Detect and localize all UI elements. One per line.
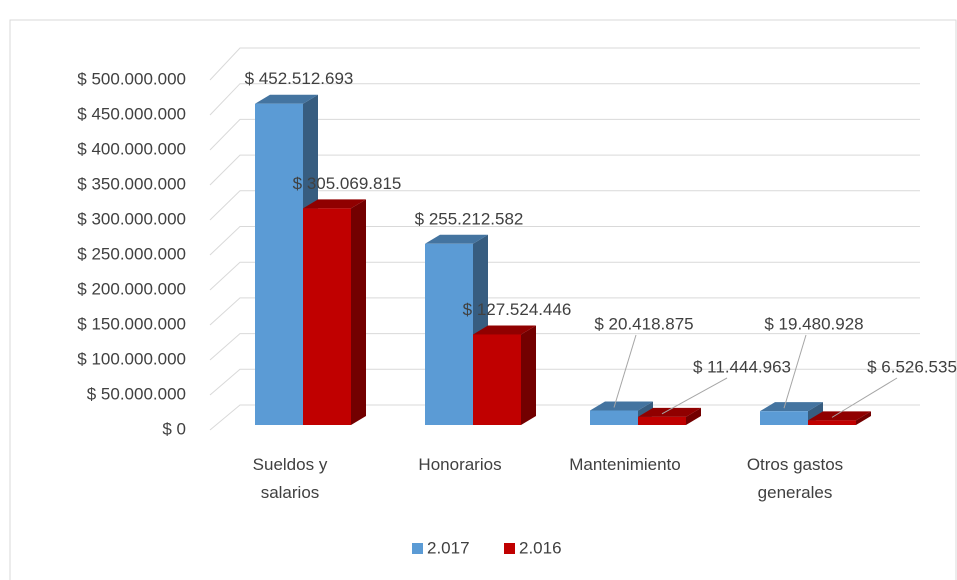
bar-front — [760, 411, 808, 425]
data-label: $ 452.512.693 — [245, 69, 354, 88]
legend-label: 2.017 — [427, 538, 470, 557]
x-tick-label: Mantenimiento — [569, 455, 681, 474]
y-tick-label: $ 200.000.000 — [77, 279, 186, 298]
grid-line — [209, 333, 920, 361]
bar-side — [351, 199, 366, 425]
data-label: $ 127.524.446 — [463, 300, 572, 319]
bar-top — [590, 401, 653, 411]
bar-front — [638, 416, 686, 425]
legend-swatch — [412, 543, 423, 554]
bar-top — [303, 199, 366, 209]
legend-swatch — [504, 543, 515, 554]
bar-front — [590, 410, 638, 425]
bar-front — [473, 334, 521, 425]
x-tick-label: Sueldos y salarios — [253, 455, 328, 502]
bar-side — [686, 407, 701, 425]
y-tick-label: $ 500.000.000 — [77, 69, 186, 88]
y-tick-label: $ 250.000.000 — [77, 244, 186, 263]
chart-frame — [9, 19, 957, 580]
bar-top — [425, 234, 488, 244]
bar-top — [808, 411, 871, 421]
grid-line — [209, 190, 920, 221]
x-tick-label: Honorarios — [418, 455, 501, 474]
y-tick-label: $ 450.000.000 — [77, 104, 186, 123]
bar-side — [521, 325, 536, 425]
data-label: $ 19.480.928 — [764, 314, 863, 333]
grid: $ 0 $ 50.000.000 $ 100.000.000 $ 150.000.00… — [77, 47, 920, 438]
bar-top — [638, 407, 701, 417]
bar-front — [303, 208, 351, 425]
bar — [808, 411, 871, 425]
bar-front — [808, 420, 856, 425]
grid-line — [209, 118, 920, 151]
grid-line — [209, 154, 920, 186]
y-tick-label: $ 300.000.000 — [77, 209, 186, 228]
grid-line — [209, 297, 920, 326]
bar — [638, 407, 701, 425]
y-tick-label: $ 400.000.000 — [77, 139, 186, 158]
labels: Sueldos y salarios $ 452.512.693 $ 305.069.… — [245, 69, 957, 557]
data-label: $ 11.444.963 — [693, 357, 791, 376]
leader-line — [783, 334, 807, 409]
grid-line — [209, 368, 920, 396]
grid-line — [209, 47, 920, 81]
data-label: $ 20.418.875 — [594, 314, 693, 333]
leader-line — [831, 377, 898, 418]
bar-side — [856, 411, 871, 425]
bar-front — [425, 243, 473, 425]
data-label: $ 305.069.815 — [293, 174, 402, 193]
bars — [255, 94, 871, 425]
y-tick-label: $ 350.000.000 — [77, 174, 186, 193]
bar-front — [255, 103, 303, 425]
bar-top — [760, 402, 823, 412]
legend-label: 2.016 — [519, 538, 562, 557]
grid-line — [209, 83, 920, 116]
bar — [473, 325, 536, 425]
y-tick-label: $ 0 — [162, 419, 186, 438]
leader-line — [661, 377, 728, 415]
leader-line — [613, 334, 637, 408]
data-label: $ 6.526.535 — [867, 357, 957, 376]
y-tick-label: $ 150.000.000 — [77, 314, 186, 333]
y-tick-label: $ 100.000.000 — [77, 349, 186, 368]
bar — [303, 199, 366, 425]
y-tick-label: $ 50.000.000 — [87, 384, 186, 403]
bar-top — [473, 325, 536, 335]
bar-top — [255, 94, 318, 104]
x-tick-label: Otros gastos generales — [747, 455, 843, 502]
grid-line — [209, 261, 920, 291]
grid-line — [209, 404, 920, 431]
grid-line — [209, 226, 920, 256]
data-label: $ 255.212.582 — [415, 209, 524, 228]
